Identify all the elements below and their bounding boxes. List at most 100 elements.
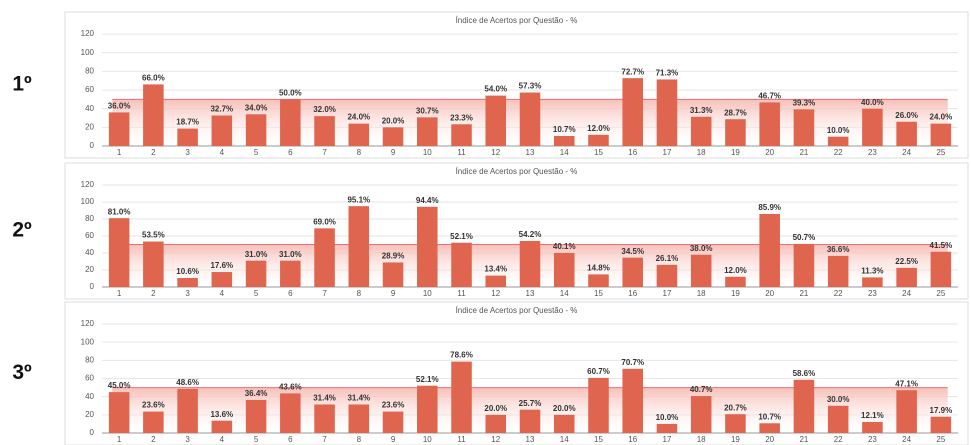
chart-title: Índice de Acertos por Questão - % [456,16,578,25]
x-tick-label: 4 [220,435,225,444]
bar [348,404,370,433]
bar [793,109,815,146]
y-tick-label: 120 [81,319,95,328]
y-tick-label: 60 [85,231,94,240]
y-tick-label: 80 [85,355,94,364]
bar [143,241,164,287]
x-tick-label: 9 [391,289,396,298]
x-tick-label: 8 [357,435,362,444]
x-tick-label: 14 [560,435,569,444]
x-tick-label: 21 [799,148,808,157]
bar [382,411,404,433]
value-label: 23.6% [382,401,405,410]
bar [656,79,678,146]
x-tick-label: 6 [288,148,293,157]
bar [930,251,952,287]
bar [896,390,917,433]
bar [656,423,678,433]
value-label: 13.4% [484,265,507,274]
bar [622,257,643,287]
y-tick-label: 80 [85,66,94,75]
value-label: 10.7% [758,412,781,421]
x-tick-label: 16 [628,289,637,298]
x-tick-label: 2 [151,148,156,157]
y-tick-label: 40 [85,392,94,401]
x-tick-label: 1 [117,289,122,298]
value-label: 10.0% [827,126,850,135]
bar [896,121,917,146]
bar [280,99,301,146]
bar [725,414,746,433]
value-label: 36.4% [245,389,268,398]
value-label: 31.0% [245,250,268,259]
x-tick-label: 13 [526,148,535,157]
x-tick-label: 17 [663,148,672,157]
x-tick-label: 6 [288,435,293,444]
x-tick-label: 9 [391,148,396,157]
bar [553,414,575,433]
x-tick-label: 16 [628,435,637,444]
y-tick-label: 0 [90,428,95,437]
bar [793,379,815,433]
value-label: 24.0% [930,113,953,122]
value-label: 85.9% [758,203,781,212]
value-label: 12.1% [861,411,884,420]
x-tick-label: 18 [697,148,706,157]
bar [451,361,472,433]
x-tick-label: 16 [628,148,637,157]
value-label: 12.0% [587,124,610,133]
bar [108,218,130,287]
bar [314,228,335,287]
bar [451,124,472,146]
value-label: 70.7% [621,358,644,367]
value-label: 36.0% [108,102,131,111]
value-label: 11.3% [861,267,883,276]
y-tick-label: 60 [85,374,94,383]
y-tick-label: 120 [81,29,95,38]
bar [690,116,712,146]
x-tick-label: 19 [731,289,740,298]
x-tick-label: 8 [357,148,362,157]
value-label: 18.7% [176,118,199,127]
value-label: 28.7% [724,108,747,117]
bar [588,377,609,433]
bar [519,92,541,146]
x-tick-label: 13 [526,435,535,444]
bar [245,114,267,146]
value-label: 20.0% [484,404,507,413]
value-label: 32.0% [313,105,336,114]
bar [519,409,541,433]
bar [588,134,609,146]
x-tick-label: 20 [765,289,774,298]
value-label: 54.2% [519,230,542,239]
value-label: 32.7% [210,105,233,114]
value-label: 57.3% [519,82,542,91]
y-tick-label: 100 [81,197,95,206]
x-tick-label: 14 [560,148,569,157]
bar [348,206,370,287]
x-tick-label: 8 [357,289,362,298]
x-tick-label: 22 [834,289,843,298]
value-label: 10.7% [553,125,576,134]
bar [827,136,849,146]
y-tick-label: 60 [85,85,94,94]
x-tick-label: 12 [491,289,500,298]
x-tick-label: 2 [151,289,156,298]
value-label: 41.5% [930,241,953,250]
bar [108,112,130,146]
chart-title: Índice de Acertos por Questão - % [456,306,578,315]
y-tick-label: 20 [85,410,94,419]
value-label: 50.0% [279,88,302,97]
x-tick-label: 5 [254,289,259,298]
value-label: 24.0% [347,113,370,122]
bar [417,117,438,146]
value-label: 30.7% [416,106,439,115]
value-label: 28.9% [382,252,405,261]
x-tick-label: 2 [151,435,156,444]
value-label: 45.0% [108,381,131,390]
value-label: 66.0% [142,74,165,83]
x-tick-label: 12 [491,148,500,157]
x-tick-label: 1 [117,435,122,444]
y-tick-label: 40 [85,104,94,113]
x-tick-label: 23 [868,289,877,298]
